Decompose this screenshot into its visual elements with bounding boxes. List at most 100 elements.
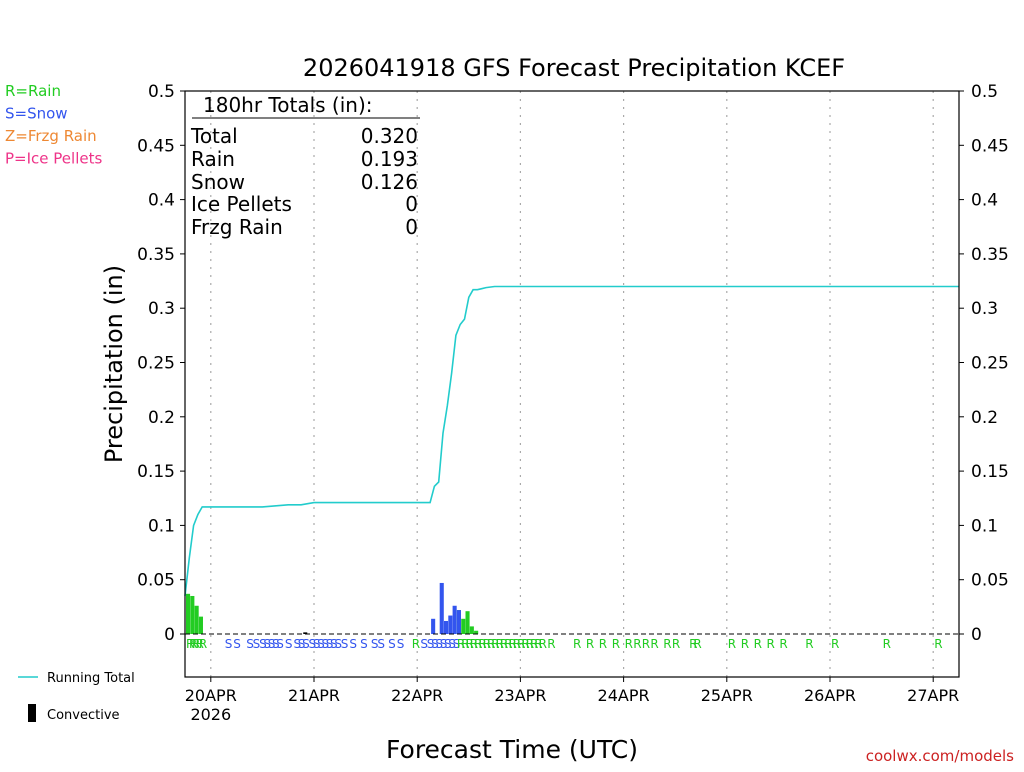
ptype-marker: R [478, 637, 486, 651]
ptype-marker: S [285, 637, 293, 651]
ptype-marker: R [547, 637, 555, 651]
ptype-marker: S [225, 637, 233, 651]
rain-bar [465, 611, 470, 634]
ptype-marker: R [831, 637, 839, 651]
snow-bar [439, 582, 444, 634]
ptype-marker: S [397, 637, 405, 651]
totals-label-ice-pellets: Ice Pellets [191, 192, 292, 216]
y-tick-label-right: 0.1 [971, 516, 998, 536]
precip-type-legend-item: R=Rain [5, 82, 61, 100]
ptype-marker: R [504, 637, 512, 651]
ptype-marker: R [689, 637, 697, 651]
ptype-marker: R [517, 637, 525, 651]
totals-label-snow: Snow [191, 170, 245, 194]
vertical-gridlines [210, 91, 934, 677]
y-axis-left: 0 0.05 0.1 0.15 0.2 0.25 0.3 0.35 0.4 0.45 0.5 [137, 82, 185, 645]
ptype-marker: R [192, 637, 200, 651]
snow-bar [444, 620, 449, 634]
totals-value-frzg-rain: 0 [405, 215, 418, 239]
ptype-marker: R [186, 637, 194, 651]
ptype-marker: R [461, 637, 469, 651]
ptype-marker: R [487, 637, 495, 651]
rain-bar [474, 630, 479, 634]
totals-label-total: Total [190, 124, 238, 148]
precip-type-legend-item: P=Ice Pellets [5, 150, 102, 168]
y-tick-label-right: 0.35 [971, 245, 1009, 265]
snow-bar [448, 615, 453, 634]
ptype-marker: R [672, 637, 680, 651]
ptype-marker: S [233, 637, 241, 651]
y-tick-label-left: 0.45 [137, 136, 175, 156]
ptype-marker: S [298, 637, 306, 651]
ptype-marker: R [521, 637, 529, 651]
ptype-marker: R [513, 637, 521, 651]
x-tick-label: 26APR [804, 686, 856, 705]
totals-label-frzg-rain: Frzg Rain [191, 215, 283, 239]
ptype-marker: S [272, 637, 280, 651]
convective-legend-label: Convective [47, 708, 120, 723]
y-tick-label-left: 0.05 [137, 571, 175, 591]
y-axis-right: 0 0.05 0.1 0.15 0.2 0.25 0.3 0.35 0.4 0.45 0.5 [959, 82, 1009, 645]
y-tick-label-left: 0.3 [148, 299, 175, 319]
ptype-marker: R [741, 637, 749, 651]
snow-bar [431, 618, 436, 634]
footer-legend: Running Total Convective [18, 671, 135, 723]
y-tick-label-right: 0.2 [971, 408, 998, 428]
ptype-marker: R [412, 637, 420, 651]
ptype-marker: S [321, 637, 329, 651]
ptype-marker: S [309, 637, 317, 651]
ptype-marker: S [431, 637, 439, 651]
ptype-marker: R [767, 637, 775, 651]
ptype-marker: S [259, 637, 267, 651]
precip-type-legend: R=Rain S=Snow Z=Frzg Rain P=Ice Pellets [5, 82, 102, 168]
x-tick-label: 23APR [494, 686, 546, 705]
ptype-marker: S [427, 637, 435, 651]
ptype-marker: R [466, 637, 474, 651]
ptype-marker: R [539, 637, 547, 651]
y-axis-label: Precipitation (in) [100, 265, 128, 463]
ptype-marker: R [195, 637, 203, 651]
ptype-marker: R [805, 637, 813, 651]
ptype-marker: S [341, 637, 349, 651]
ptype-marker: R [483, 637, 491, 651]
ptype-marker: R [534, 637, 542, 651]
precip-type-legend-item: Z=Frzg Rain [5, 127, 97, 145]
ptype-marker: S [268, 637, 276, 651]
rain-bar [194, 605, 199, 634]
ptype-marker: R [586, 637, 594, 651]
ptype-marker: S [444, 637, 452, 651]
totals-label-rain: Rain [191, 147, 235, 171]
totals-value-total: 0.320 [361, 124, 418, 148]
ptype-marker: S [388, 637, 396, 651]
ptype-marker: R [625, 637, 633, 651]
ptype-marker: R [754, 637, 762, 651]
ptype-marker: S [435, 637, 443, 651]
totals-value-rain: 0.193 [361, 147, 418, 171]
ptype-marker: R [491, 637, 499, 651]
ptype-marker: R [599, 637, 607, 651]
ptype-marker: R [883, 637, 891, 651]
ptype-marker: S [317, 637, 325, 651]
ptype-marker: R [526, 637, 534, 651]
y-tick-label-left: 0.2 [148, 408, 175, 428]
rain-bar [198, 616, 203, 634]
y-tick-label-right: 0.5 [971, 82, 998, 102]
x-tick-label: 27APR [907, 686, 959, 705]
ptype-marker: S [334, 637, 342, 651]
y-tick-label-left: 0.25 [137, 354, 175, 374]
y-tick-label-right: 0 [971, 625, 982, 645]
x-axis-label: Forecast Time (UTC) [386, 735, 638, 764]
ptype-marker: S [294, 637, 302, 651]
x-tick-label: 20APR [185, 686, 237, 705]
y-tick-label-left: 0.35 [137, 245, 175, 265]
snow-bar [452, 605, 457, 634]
y-tick-label-left: 0.4 [148, 191, 175, 211]
ptype-marker: S [349, 637, 357, 651]
ptype-marker: R [530, 637, 538, 651]
running-total-legend-label: Running Total [47, 671, 135, 686]
ptype-marker: R [642, 637, 650, 651]
